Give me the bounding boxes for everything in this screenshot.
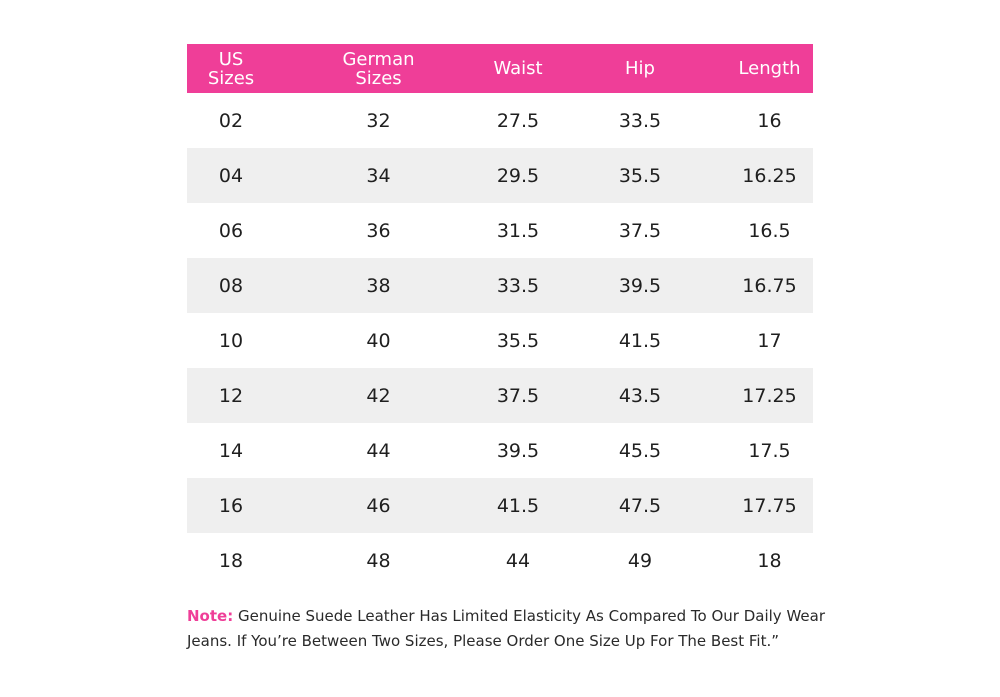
cell-waist: 41.5 — [496, 494, 540, 517]
cell-waist: 29.5 — [496, 164, 540, 187]
note-label: Note: — [187, 607, 234, 625]
cell-length: 16.25 — [742, 164, 797, 187]
cell-length: 17 — [757, 329, 782, 352]
header-hip: Hip — [625, 58, 655, 79]
table-row: 06 36 31.5 37.5 16.5 — [187, 203, 813, 258]
table-header: US Sizes German Sizes Waist Hip Length — [187, 44, 813, 93]
cell-german-size: 46 — [366, 494, 391, 517]
fit-note: Note: Genuine Suede Leather Has Limited … — [187, 604, 827, 654]
header-label: German Sizes — [342, 48, 415, 89]
cell-length: 17.75 — [742, 494, 797, 517]
header-waist: Waist — [493, 58, 543, 79]
cell-waist: 31.5 — [496, 219, 540, 242]
table-row: 04 34 29.5 35.5 16.25 — [187, 148, 813, 203]
cell-german-size: 44 — [366, 439, 391, 462]
cell-german-size: 32 — [366, 109, 391, 132]
header-label: US Sizes — [207, 48, 255, 89]
cell-hip: 39.5 — [618, 274, 662, 297]
cell-us-size: 08 — [218, 274, 244, 297]
cell-length: 16.75 — [742, 274, 797, 297]
cell-german-size: 42 — [366, 384, 391, 407]
cell-waist: 44 — [505, 549, 531, 572]
cell-length: 18 — [757, 549, 782, 572]
table-row: 02 32 27.5 33.5 16 — [187, 93, 813, 148]
cell-hip: 41.5 — [618, 329, 662, 352]
cell-length: 16 — [757, 109, 782, 132]
cell-hip: 35.5 — [618, 164, 662, 187]
table-row: 14 44 39.5 45.5 17.5 — [187, 423, 813, 478]
table-row: 12 42 37.5 43.5 17.25 — [187, 368, 813, 423]
cell-hip: 45.5 — [618, 439, 662, 462]
header-german-sizes: German Sizes — [275, 44, 482, 93]
cell-hip: 49 — [627, 549, 653, 572]
cell-german-size: 48 — [366, 549, 391, 572]
cell-waist: 33.5 — [496, 274, 540, 297]
note-text: Genuine Suede Leather Has Limited Elasti… — [187, 607, 825, 650]
cell-hip: 37.5 — [618, 219, 662, 242]
header-length: Length — [738, 58, 801, 79]
cell-length: 17.25 — [742, 384, 797, 407]
cell-length: 17.5 — [748, 439, 791, 462]
cell-german-size: 34 — [366, 164, 391, 187]
cell-hip: 47.5 — [618, 494, 662, 517]
cell-length: 16.5 — [748, 219, 791, 242]
table-row: 18 48 44 49 18 — [187, 533, 813, 588]
cell-german-size: 36 — [366, 219, 391, 242]
cell-us-size: 18 — [218, 549, 244, 572]
table-row: 08 38 33.5 39.5 16.75 — [187, 258, 813, 313]
cell-german-size: 40 — [366, 329, 391, 352]
cell-waist: 35.5 — [496, 329, 540, 352]
cell-german-size: 38 — [366, 274, 391, 297]
header-us-sizes: US Sizes — [187, 44, 275, 93]
cell-us-size: 14 — [218, 439, 244, 462]
cell-us-size: 10 — [218, 329, 244, 352]
cell-us-size: 12 — [218, 384, 244, 407]
cell-hip: 43.5 — [618, 384, 662, 407]
cell-us-size: 02 — [218, 109, 244, 132]
cell-us-size: 04 — [218, 164, 244, 187]
table-row: 16 46 41.5 47.5 17.75 — [187, 478, 813, 533]
cell-us-size: 16 — [218, 494, 244, 517]
table-row: 10 40 35.5 41.5 17 — [187, 313, 813, 368]
cell-waist: 37.5 — [496, 384, 540, 407]
cell-waist: 39.5 — [496, 439, 540, 462]
cell-hip: 33.5 — [618, 109, 662, 132]
cell-us-size: 06 — [218, 219, 244, 242]
cell-waist: 27.5 — [496, 109, 540, 132]
size-chart-table: US Sizes German Sizes Waist Hip Length 0… — [187, 44, 813, 588]
